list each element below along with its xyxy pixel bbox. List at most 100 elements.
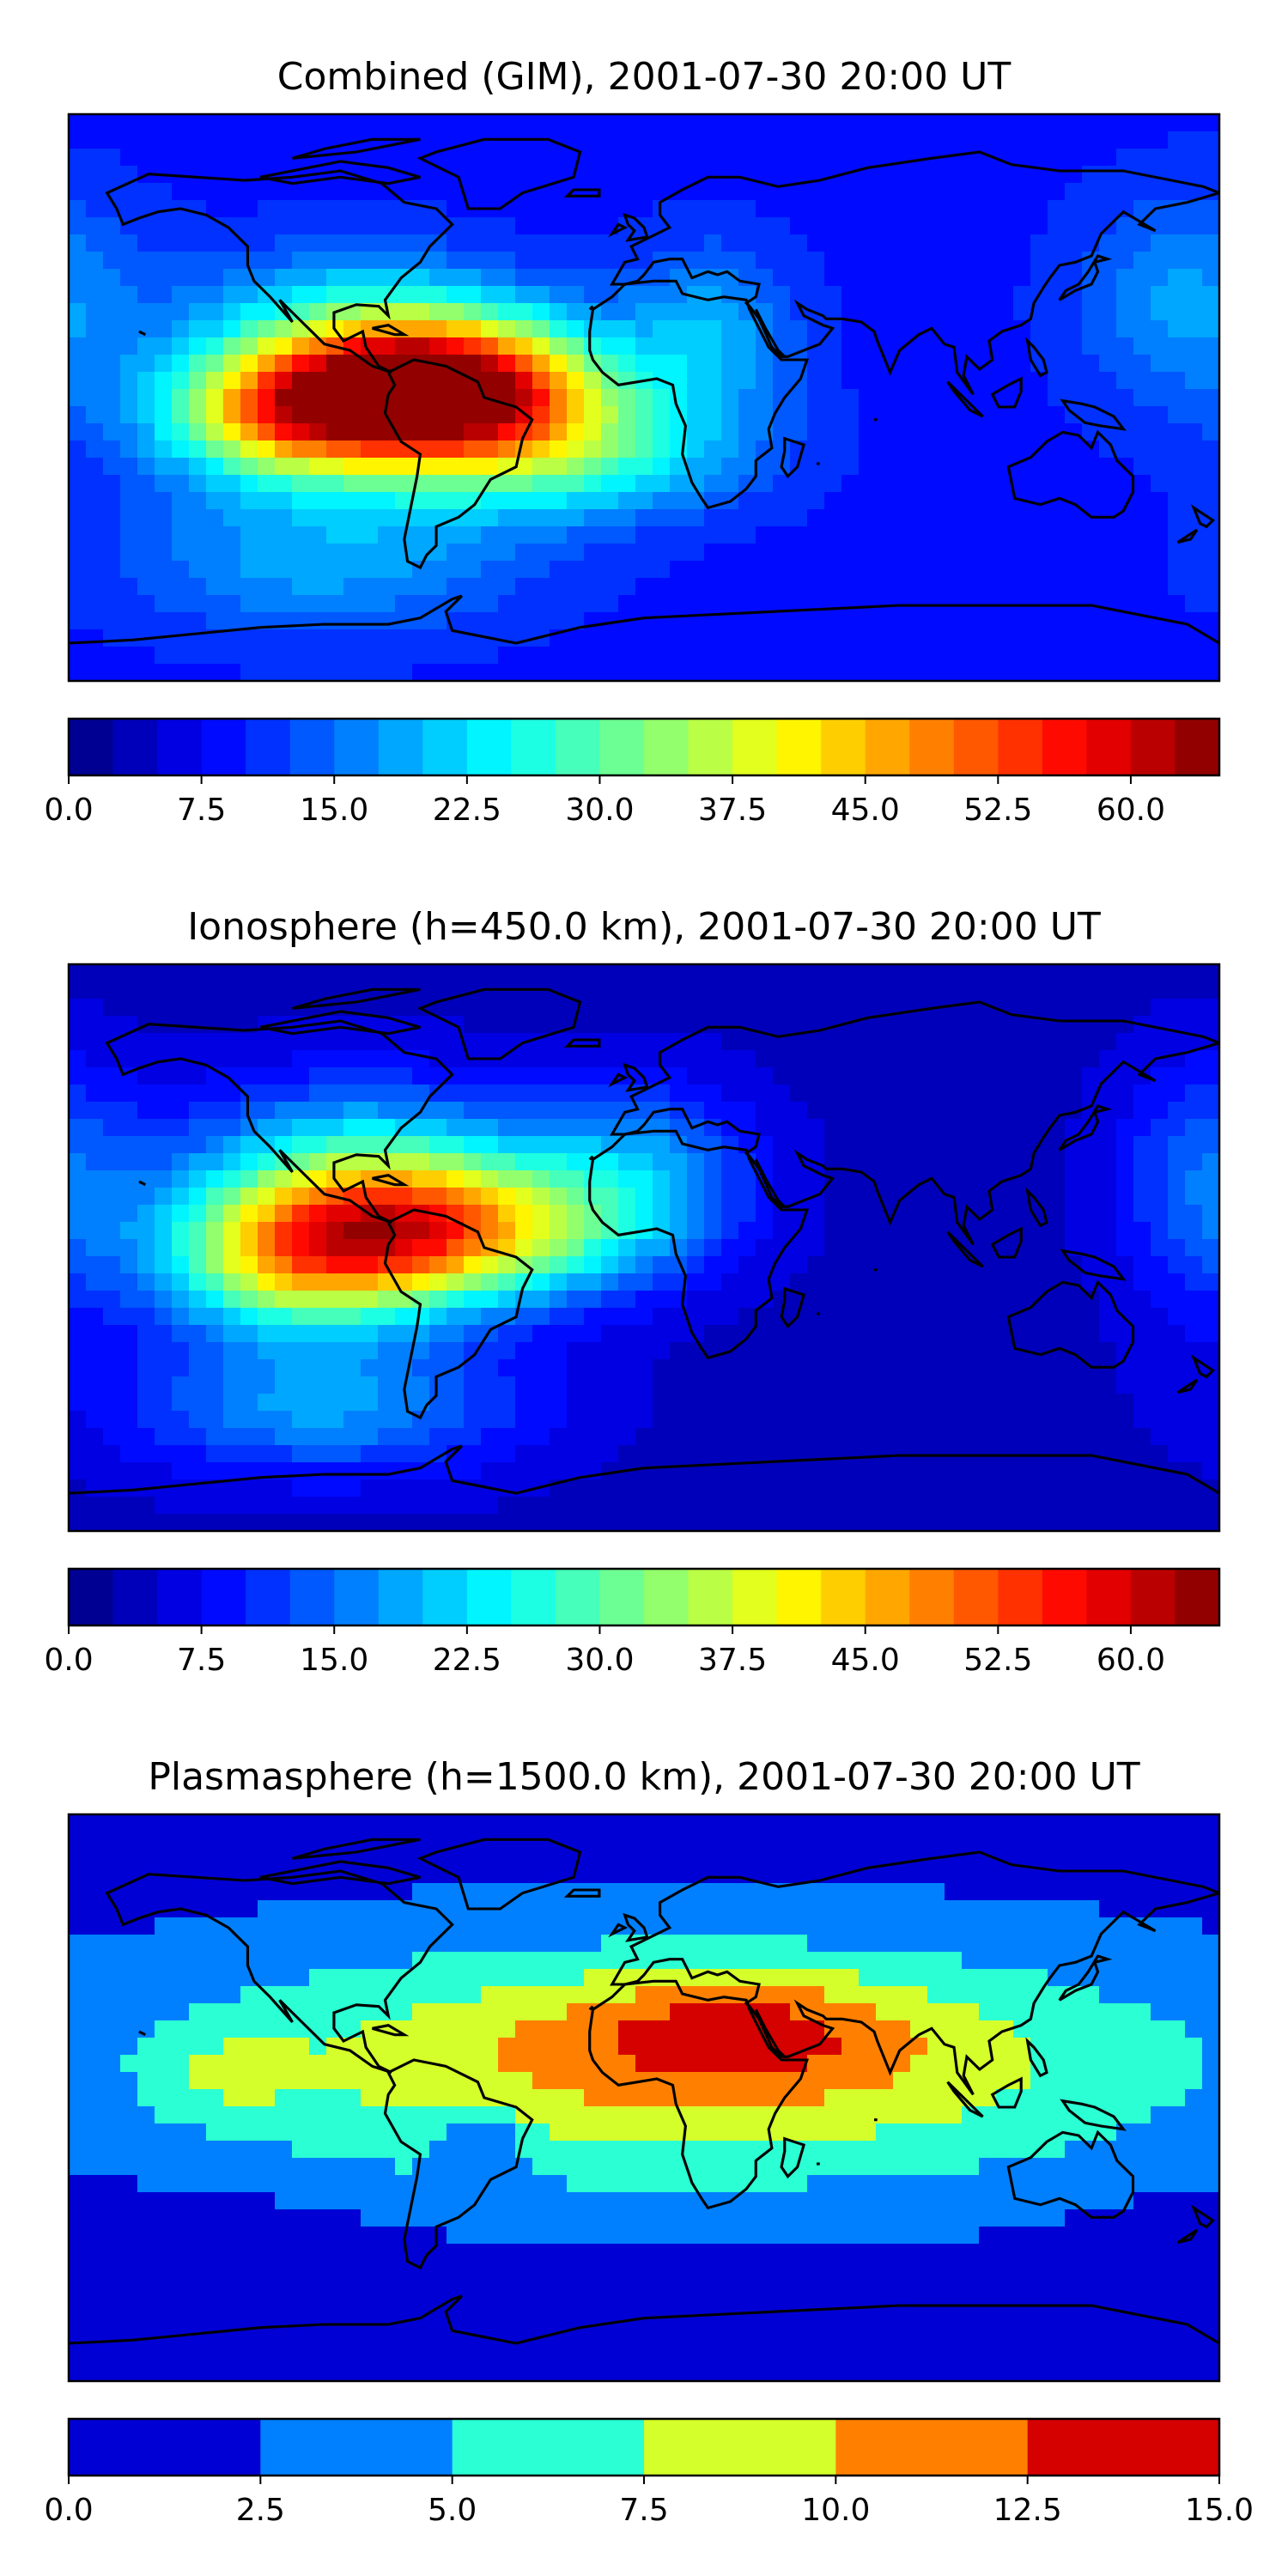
- contour-cell: [721, 1205, 739, 1223]
- contour-cell: [790, 1411, 808, 1429]
- contour-cell: [223, 1445, 241, 1463]
- contour-cell: [996, 1325, 1014, 1343]
- contour-cell: [464, 1497, 482, 1515]
- contour-cell: [996, 1239, 1014, 1257]
- contour-cell: [721, 1033, 739, 1051]
- contour-cell: [756, 492, 774, 510]
- contour-cell: [1133, 595, 1151, 613]
- contour-cell: [258, 1462, 276, 1480]
- contour-cell: [378, 1342, 396, 1360]
- contour-cell: [1185, 544, 1203, 562]
- contour-cell: [172, 1325, 190, 1343]
- contour-cell: [567, 612, 585, 630]
- contour-cell: [790, 166, 808, 184]
- contour-cell: [155, 2364, 173, 2381]
- contour-cell: [223, 114, 241, 132]
- contour-cell: [1151, 595, 1169, 613]
- contour-cell: [120, 1308, 138, 1326]
- contour-cell: [584, 269, 602, 287]
- contour-cell: [635, 252, 653, 270]
- contour-cell: [1151, 1222, 1169, 1240]
- contour-cell: [120, 1883, 138, 1901]
- contour-cell: [584, 1479, 602, 1498]
- contour-cell: [721, 149, 739, 167]
- contour-cell: [841, 1428, 860, 1446]
- contour-cell: [240, 2038, 258, 2056]
- contour-cell: [429, 252, 447, 270]
- contour-cell: [979, 1188, 997, 1206]
- contour-cell: [498, 561, 516, 579]
- contour-cell: [859, 1462, 877, 1480]
- contour-cell: [86, 2347, 104, 2365]
- contour-cell: [532, 166, 550, 184]
- contour-cell: [893, 1205, 911, 1223]
- contour-cell: [481, 595, 499, 613]
- contour-cell: [790, 1325, 808, 1343]
- contour-cell: [1185, 1273, 1203, 1291]
- contour-cell: [275, 999, 293, 1017]
- contour-cell: [155, 1935, 173, 1953]
- contour-cell: [69, 1428, 87, 1446]
- contour-cell: [86, 612, 104, 630]
- contour-cell: [1133, 406, 1151, 424]
- contour-cell: [653, 303, 671, 321]
- contour-cell: [240, 440, 258, 459]
- contour-cell: [1082, 526, 1100, 544]
- contour-cell: [1082, 337, 1100, 355]
- contour-cell: [670, 1170, 688, 1188]
- contour-cell: [618, 629, 636, 647]
- contour-cell: [859, 1428, 877, 1446]
- contour-cell: [172, 1394, 190, 1412]
- contour-cell: [618, 320, 636, 338]
- contour-cell: [635, 475, 653, 493]
- contour-cell: [498, 1462, 516, 1480]
- contour-cell: [189, 2312, 207, 2330]
- contour-cell: [876, 561, 894, 579]
- contour-cell: [687, 1376, 705, 1394]
- contour-cell: [137, 2175, 155, 2193]
- contour-cell: [687, 114, 705, 132]
- contour-cell: [309, 1308, 327, 1326]
- contour-cell: [807, 492, 825, 510]
- contour-cell: [189, 981, 207, 999]
- contour-cell: [601, 1205, 619, 1223]
- contour-cell: [567, 372, 585, 390]
- contour-cell: [927, 561, 945, 579]
- contour-cell: [69, 2038, 87, 2056]
- contour-cell: [841, 406, 860, 424]
- contour-cell: [292, 2089, 310, 2107]
- contour-cell: [1133, 269, 1151, 287]
- contour-cell: [532, 1016, 550, 1034]
- contour-cell: [601, 964, 619, 982]
- contour-cell: [859, 1256, 877, 1274]
- contour-cell: [1065, 1188, 1083, 1206]
- contour-cell: [86, 2227, 104, 2245]
- contour-cell: [481, 1205, 499, 1223]
- contour-cell: [86, 320, 104, 338]
- contour-cell: [189, 2227, 207, 2245]
- contour-cell: [756, 981, 774, 999]
- contour-cell: [910, 200, 928, 218]
- contour-cell: [1030, 544, 1048, 562]
- contour-cell: [584, 1016, 602, 1034]
- contour-cell: [1013, 1359, 1031, 1377]
- contour-cell: [893, 1462, 911, 1480]
- contour-cell: [841, 595, 860, 613]
- contour-cell: [841, 526, 860, 544]
- contour-cell: [120, 492, 138, 510]
- contour-cell: [876, 595, 894, 613]
- contour-cell: [240, 183, 258, 201]
- contour-cell: [1048, 149, 1066, 167]
- contour-cell: [447, 475, 465, 493]
- contour-cell: [738, 1342, 756, 1360]
- contour-cell: [584, 320, 602, 338]
- contour-cell: [1151, 1153, 1169, 1171]
- contour-cell: [1151, 664, 1169, 681]
- contour-cell: [172, 1883, 190, 1901]
- contour-cell: [155, 1411, 173, 1429]
- contour-cell: [292, 2227, 310, 2245]
- contour-cell: [1116, 1479, 1134, 1498]
- contour-cell: [996, 509, 1014, 527]
- contour-cell: [945, 1445, 963, 1463]
- contour-cell: [258, 2003, 276, 2021]
